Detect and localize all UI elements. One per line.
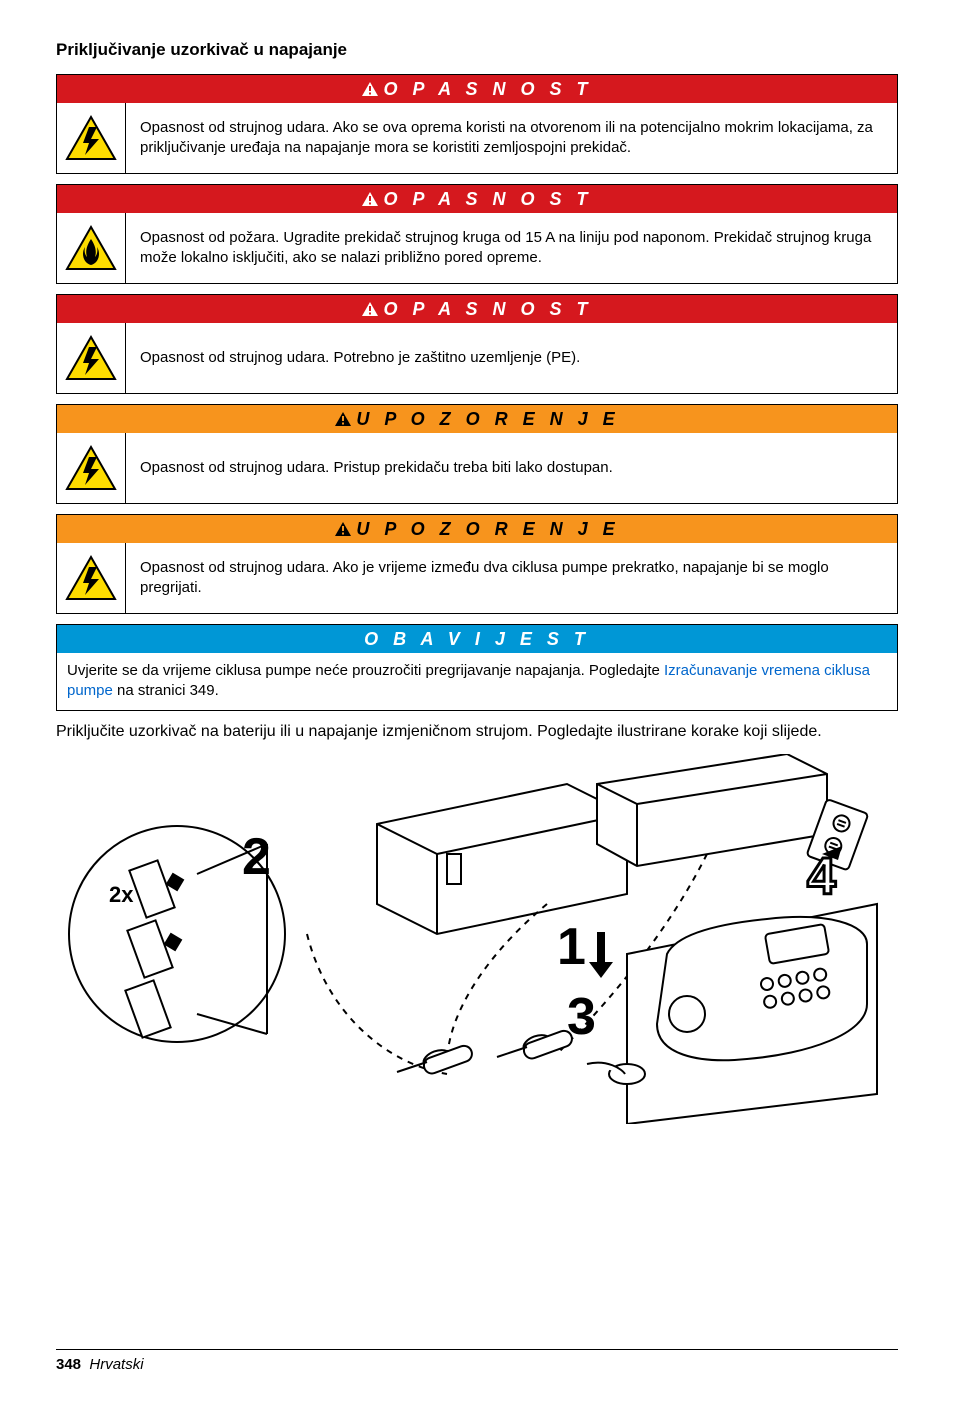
electric-hazard-icon <box>57 433 126 503</box>
warning-box-1: U P O Z O R E N J E Opasnost od strujnog… <box>56 404 898 504</box>
fire-hazard-icon <box>57 213 126 283</box>
warning-header: U P O Z O R E N J E <box>57 515 897 543</box>
electric-hazard-icon <box>57 103 126 173</box>
svg-text:4: 4 <box>807 848 836 906</box>
notice-box: O B A V I J E S T Uvjerite se da vrijeme… <box>56 624 898 711</box>
alert-text: Opasnost od strujnog udara. Ako se ova o… <box>126 108 897 169</box>
section-title: Priključivanje uzorkivač u napajanje <box>56 40 898 60</box>
notice-text-before: Uvjerite se da vrijeme ciklusa pumpe neć… <box>67 662 664 679</box>
danger-header-text: O P A S N O S T <box>383 189 592 209</box>
alert-body: Opasnost od strujnog udara. Ako se ova o… <box>57 103 897 173</box>
alert-triangle-icon <box>334 411 352 427</box>
alert-text: Opasnost od strujnog udara. Ako je vrije… <box>126 548 897 609</box>
warning-header-text: U P O Z O R E N J E <box>356 519 619 539</box>
notice-text-after: na stranici 349. <box>113 682 219 699</box>
page-number: 348 <box>56 1356 81 1373</box>
alert-body: Opasnost od požara. Ugradite prekidač st… <box>57 213 897 283</box>
illustration-svg: 2x 2 <box>67 754 887 1124</box>
alert-triangle-icon <box>361 301 379 317</box>
body-paragraph: Priključite uzorkivač na bateriju ili u … <box>56 721 898 743</box>
danger-header-text: O P A S N O S T <box>383 299 592 319</box>
alert-text: Opasnost od strujnog udara. Pristup prek… <box>126 448 897 488</box>
svg-text:2x: 2x <box>109 882 134 907</box>
svg-text:1: 1 <box>557 918 586 976</box>
electric-hazard-icon <box>57 323 126 393</box>
alert-text: Opasnost od požara. Ugradite prekidač st… <box>126 218 897 279</box>
svg-text:3: 3 <box>567 988 596 1046</box>
danger-header: O P A S N O S T <box>57 185 897 213</box>
notice-header-text: O B A V I J E S T <box>364 629 590 649</box>
danger-header: O P A S N O S T <box>57 75 897 103</box>
page-container: Priključivanje uzorkivač u napajanje O P… <box>0 0 954 1403</box>
danger-header: O P A S N O S T <box>57 295 897 323</box>
danger-box-1: O P A S N O S T Opasnost od strujnog uda… <box>56 74 898 174</box>
warning-box-2: U P O Z O R E N J E Opasnost od strujnog… <box>56 514 898 614</box>
alert-text: Opasnost od strujnog udara. Potrebno je … <box>126 338 897 378</box>
alert-body: Opasnost od strujnog udara. Ako je vrije… <box>57 543 897 613</box>
danger-box-2: O P A S N O S T Opasnost od požara. Ugra… <box>56 184 898 284</box>
electric-hazard-icon <box>57 543 126 613</box>
warning-header-text: U P O Z O R E N J E <box>356 409 619 429</box>
svg-text:2: 2 <box>242 828 271 886</box>
danger-box-3: O P A S N O S T Opasnost od strujnog uda… <box>56 294 898 394</box>
alert-triangle-icon <box>361 191 379 207</box>
warning-header: U P O Z O R E N J E <box>57 405 897 433</box>
power-connection-illustration: 2x 2 <box>56 754 898 1129</box>
danger-header-text: O P A S N O S T <box>383 79 592 99</box>
notice-header: O B A V I J E S T <box>57 625 897 653</box>
footer-language: Hrvatski <box>89 1356 143 1373</box>
alert-triangle-icon <box>334 521 352 537</box>
alert-body: Opasnost od strujnog udara. Potrebno je … <box>57 323 897 393</box>
notice-text: Uvjerite se da vrijeme ciklusa pumpe neć… <box>57 653 897 710</box>
alert-triangle-icon <box>361 81 379 97</box>
page-footer: 348 Hrvatski <box>56 1349 898 1373</box>
alert-body: Opasnost od strujnog udara. Pristup prek… <box>57 433 897 503</box>
